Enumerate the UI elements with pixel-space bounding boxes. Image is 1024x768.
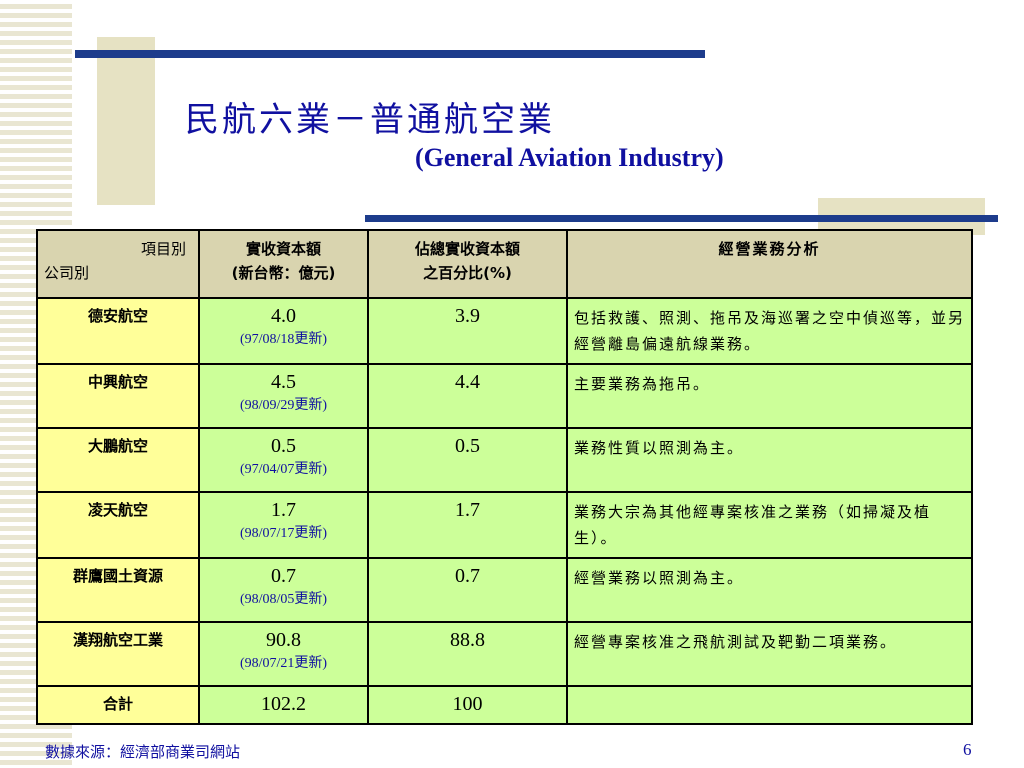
header-row: 項目別公司別 實收資本額 (新台幣：億元) 佔總實收資本額 之百分比(%) 經營業務分析 [36,229,973,299]
title: 民航六業－普通航空業 [185,100,555,140]
row: 漢翔航空工業 90.8 (98/07/21更新) 88.8 經營專案核准之飛航測試及靶勤… [36,621,973,687]
subtitle: (General Aviation Industry) [415,143,724,172]
capital: 1.7 [271,499,296,521]
capital-cell: 1.7 (98/07/17更新) [198,491,369,559]
source-note: 數據來源：經濟部商業司網站 [45,743,241,761]
share-cell: 3.9 [367,297,568,365]
update-date: (98/07/21更新) [239,656,328,671]
share-cell: 100 [367,685,568,725]
share: 88.8 [450,629,485,651]
capital-cell: 90.8 (98/07/21更新) [198,621,369,687]
business-cell: 業務大宗為其他經專案核准之業務（如掃凝及植生）。 [566,491,973,559]
share: 100 [452,693,483,715]
update-date: (97/08/18更新) [239,332,328,347]
row: 凌天航空 1.7 (98/07/17更新) 1.7 業務大宗為其他經專案核准之業務（如掃… [36,491,973,559]
share-cell: 88.8 [367,621,568,687]
share-cell: 4.4 [367,363,568,429]
row: 群鷹國土資源 0.7 (98/08/05更新) 0.7 經營業務以照測為主。 [36,557,973,623]
company: 群鷹國土資源 [36,557,200,623]
update-date: (98/09/29更新) [239,398,328,413]
update-date: (98/08/05更新) [239,592,328,607]
company: 凌天航空 [36,491,200,559]
capital: 4.0 [271,305,296,327]
capital-cell: 0.7 (98/08/05更新) [198,557,369,623]
capital-cell: 102.2 [198,685,369,725]
corner-cell: 項目別公司別 [36,229,200,299]
business-cell: 包括救護、照測、拖吊及海巡署之空中偵巡等，並另經營離島偏遠航線業務。 [566,297,973,365]
business: 業務性質以照測為主。 [574,439,745,457]
table-body: 項目別公司別 實收資本額 (新台幣：億元) 佔總實收資本額 之百分比(%) 經營業務分析德… [36,229,973,725]
header-line: (新台幣：億元) [231,264,336,282]
header-line: 經營業務分析 [718,240,821,258]
company: 德安航空 [36,297,200,365]
company: 大鵬航空 [36,427,200,493]
corner-bottom: 公司別 [44,264,90,282]
row: 德安航空 4.0 (97/08/18更新) 3.9 包括救護、照測、拖吊及海巡署之空中偵… [36,297,973,365]
business: 業務大宗為其他經專案核准之業務（如掃凝及植生）。 [574,503,932,547]
update-date: (97/04/07更新) [239,462,328,477]
update-date: (98/07/17更新) [239,526,328,541]
business: 經營業務以照測為主。 [574,569,745,587]
row: 中興航空 4.5 (98/09/29更新) 4.4 主要業務為拖吊。 [36,363,973,429]
business-cell: 經營專案核准之飛航測試及靶勤二項業務。 [566,621,973,687]
blue-bar [365,215,998,222]
share-cell: 0.7 [367,557,568,623]
page-number: 6 [963,740,972,759]
business-cell: 主要業務為拖吊。 [566,363,973,429]
capital-cell: 4.5 (98/09/29更新) [198,363,369,429]
header-line: 實收資本額 [245,240,321,258]
capital: 0.7 [271,565,296,587]
capital-cell: 4.0 (97/08/18更新) [198,297,369,365]
blue-bar [75,50,705,58]
column-header: 實收資本額 (新台幣：億元) [198,229,369,299]
capital: 90.8 [266,629,301,651]
business-cell: 業務性質以照測為主。 [566,427,973,493]
capital: 102.2 [261,693,306,715]
share-cell: 1.7 [367,491,568,559]
column-header: 經營業務分析 [566,229,973,299]
row: 合計 102.2 100 [36,685,973,725]
capital: 4.5 [271,371,296,393]
capital-cell: 0.5 (97/04/07更新) [198,427,369,493]
header-line: 佔總實收資本額 [414,240,520,258]
business: 經營專案核准之飛航測試及靶勤二項業務。 [574,633,898,651]
business: 主要業務為拖吊。 [574,375,711,393]
business-cell: 經營業務以照測為主。 [566,557,973,623]
table: 項目別公司別 實收資本額 (新台幣：億元) 佔總實收資本額 之百分比(%) 經營業務分析德… [36,229,973,725]
company: 中興航空 [36,363,200,429]
company: 合計 [36,685,200,725]
company: 漢翔航空工業 [36,621,200,687]
column-header: 佔總實收資本額 之百分比(%) [367,229,568,299]
business-cell [566,685,973,725]
share: 4.4 [455,371,480,393]
share: 0.5 [455,435,480,457]
business: 包括救護、照測、拖吊及海巡署之空中偵巡等，並另經營離島偏遠航線業務。 [574,309,966,353]
header-line: 之百分比(%) [423,264,512,282]
corner-top: 項目別 [140,240,186,258]
share: 3.9 [455,305,480,327]
share: 0.7 [455,565,480,587]
share-cell: 0.5 [367,427,568,493]
share: 1.7 [455,499,480,521]
row: 大鵬航空 0.5 (97/04/07更新) 0.5 業務性質以照測為主。 [36,427,973,493]
beige-block [97,37,155,205]
capital: 0.5 [271,435,296,457]
